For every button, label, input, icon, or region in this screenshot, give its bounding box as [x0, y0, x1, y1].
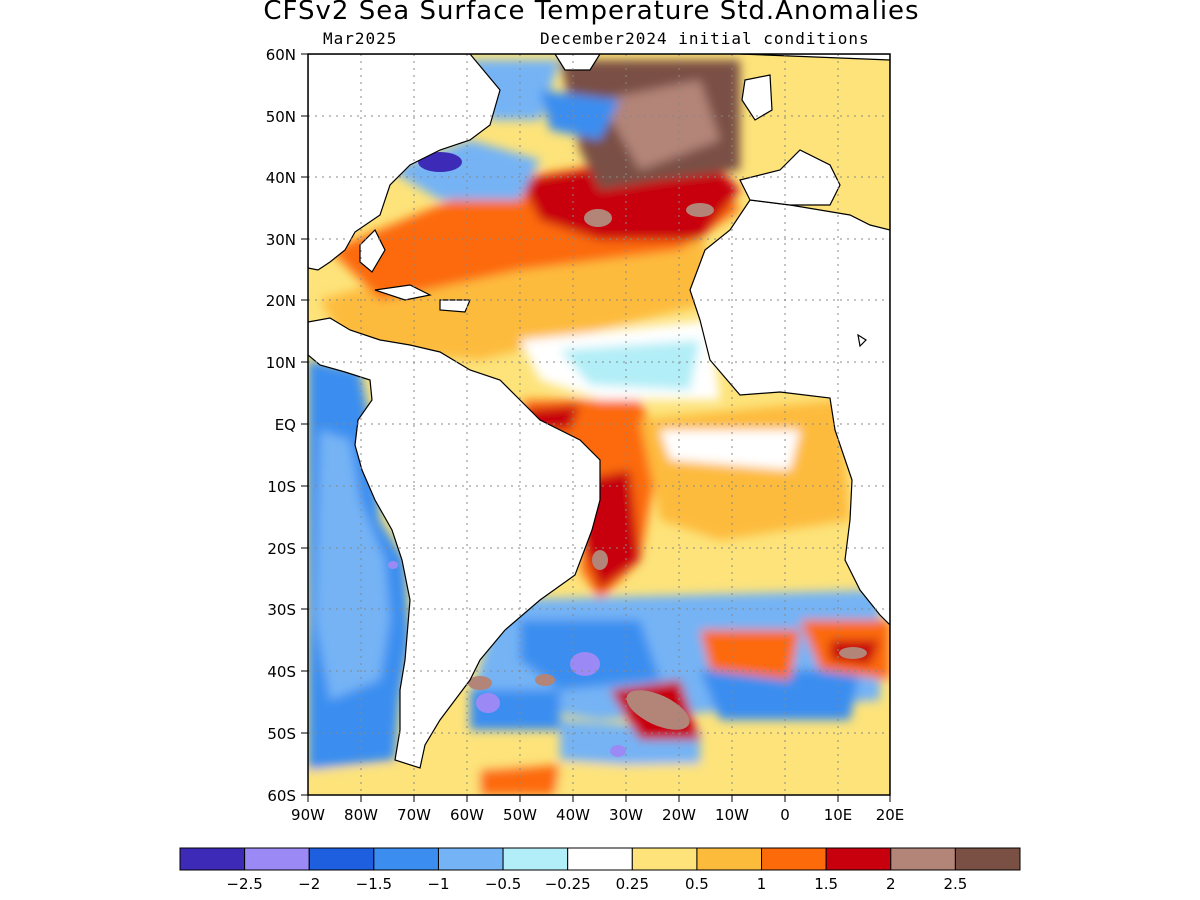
initial-conditions: December2024 initial conditions — [540, 29, 870, 48]
colorbar-swatch — [761, 847, 827, 871]
lat-label: 20S — [267, 540, 296, 558]
lat-label: 20N — [266, 292, 296, 310]
colorbar-label: 1.5 — [814, 875, 838, 893]
latitude-labels: 60N 50N 40N 30N 20N 10N EQ 10S 20S 30S 4… — [266, 46, 296, 805]
graticule — [308, 54, 890, 795]
lon-label: 80W — [344, 806, 378, 824]
lat-label: 40N — [266, 169, 296, 187]
lon-label: 20W — [662, 806, 696, 824]
colorbar-swatch — [244, 847, 310, 871]
lat-label: 60S — [267, 787, 296, 805]
axis-ticks — [301, 53, 891, 802]
lat-label: 30S — [267, 601, 296, 619]
colorbar-swatch — [825, 847, 892, 871]
colorbar-swatch — [373, 847, 439, 871]
colorbar-label: −1.5 — [356, 875, 392, 893]
colorbar-swatch — [502, 847, 569, 871]
colorbar-labels: −2.5 −2 −1.5 −1 −0.5 −0.25 0.25 0.5 1 1.5 2 2.5 — [226, 875, 967, 893]
colorbar-label: −0.25 — [545, 875, 591, 893]
lat-label: 50N — [266, 108, 296, 126]
colorbar-label: 2.5 — [943, 875, 967, 893]
lat-label: EQ — [275, 416, 296, 434]
lon-label: 40W — [556, 806, 590, 824]
colorbar-swatch — [696, 847, 763, 871]
longitude-labels: 90W 80W 70W 60W 50W 40W 30W 20W 10W 0 10… — [291, 806, 904, 824]
lon-label: 20E — [876, 806, 905, 824]
lat-label: 40S — [267, 663, 296, 681]
lon-label: 0 — [780, 806, 790, 824]
colorbar-swatch — [179, 847, 246, 871]
colorbar-label: −2.5 — [226, 875, 262, 893]
colorbar-swatch — [437, 847, 504, 871]
colorbar-label: 1 — [757, 875, 767, 893]
colorbar-label: 0.5 — [685, 875, 709, 893]
lon-label: 10W — [715, 806, 749, 824]
anomaly-field — [308, 54, 890, 795]
lon-label: 10E — [824, 806, 853, 824]
colorbar-swatch — [890, 847, 956, 871]
lat-label: 30N — [266, 231, 296, 249]
colorbar-swatch — [631, 847, 698, 871]
lon-label: 50W — [503, 806, 537, 824]
colorbar-label: −0.5 — [485, 875, 521, 893]
lat-label: 10N — [266, 354, 296, 372]
lat-label: 10S — [267, 478, 296, 496]
lon-label: 90W — [291, 806, 325, 824]
colorbar-label: −2 — [298, 875, 320, 893]
map-title: CFSv2 Sea Surface Temperature Std.Anomal… — [263, 0, 920, 26]
colorbar-swatch — [567, 847, 633, 871]
lat-label: 50S — [267, 725, 296, 743]
colorbar-swatch — [308, 847, 375, 871]
colorbar — [179, 847, 1021, 871]
colorbar-label: 2 — [886, 875, 896, 893]
colorbar-label: −1 — [427, 875, 449, 893]
lon-label: 70W — [397, 806, 431, 824]
lon-label: 30W — [609, 806, 643, 824]
lat-label: 60N — [266, 46, 296, 64]
colorbar-label: 0.25 — [616, 875, 649, 893]
colorbar-swatch — [954, 847, 1021, 871]
forecast-month: Mar2025 — [323, 29, 398, 48]
lon-label: 60W — [450, 806, 484, 824]
